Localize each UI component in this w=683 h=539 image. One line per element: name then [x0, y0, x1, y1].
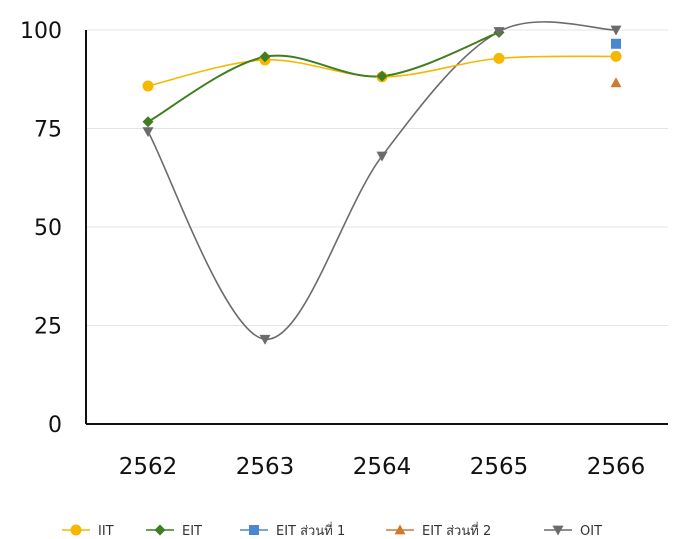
x-tick-label: 2565: [470, 454, 529, 480]
series-4-point: [142, 127, 154, 138]
series-4-point: [610, 25, 622, 36]
series-4-point: [493, 27, 505, 38]
x-tick-labels: 2562 2563 2564 2565 2566: [119, 454, 646, 480]
x-tick-label: 2566: [587, 454, 646, 480]
series-layer: [142, 21, 622, 345]
series-4-point: [376, 151, 388, 162]
y-tick-label: 50: [34, 216, 62, 241]
series-line-oit: [147, 21, 617, 341]
grid-lines: [86, 29, 668, 326]
y-tick-label: 75: [34, 118, 62, 143]
series-2-point: [611, 38, 621, 49]
axes: [85, 30, 668, 425]
x-tick-label: 2563: [236, 454, 295, 480]
legend-label: EIT ส่วนที่ 1: [276, 522, 345, 539]
series-0-point: [142, 80, 154, 92]
y-tick-labels: 0 25 50 75 100: [20, 19, 62, 438]
legend-label: IIT: [98, 524, 114, 539]
y-tick-label: 25: [34, 315, 62, 340]
series-0-point: [610, 50, 622, 62]
series-3-point: [610, 77, 622, 88]
legend-marker: [552, 525, 564, 536]
legend-label: EIT ส่วนที่ 2: [422, 522, 491, 539]
series-0-point: [493, 52, 505, 64]
x-tick-label: 2562: [119, 454, 178, 480]
legend-label: EIT: [182, 524, 202, 539]
legend-marker: [249, 525, 259, 535]
x-tick-label: 2564: [353, 454, 412, 480]
series-1-point: [259, 51, 271, 63]
legend-marker: [154, 524, 166, 536]
series-1-point: [376, 70, 388, 82]
series-4-point: [259, 334, 271, 345]
y-tick-label: 100: [20, 19, 62, 44]
series-1-point: [142, 116, 154, 128]
legend-marker: [394, 524, 406, 535]
y-tick-label: 0: [48, 413, 62, 438]
legend-marker: [70, 524, 82, 536]
legend: IIT EIT EIT ส่วนที่ 1 EIT ส่วนที่ 2 OIT: [62, 522, 602, 539]
legend-label: OIT: [580, 524, 602, 539]
series-line-eit: [147, 31, 500, 123]
